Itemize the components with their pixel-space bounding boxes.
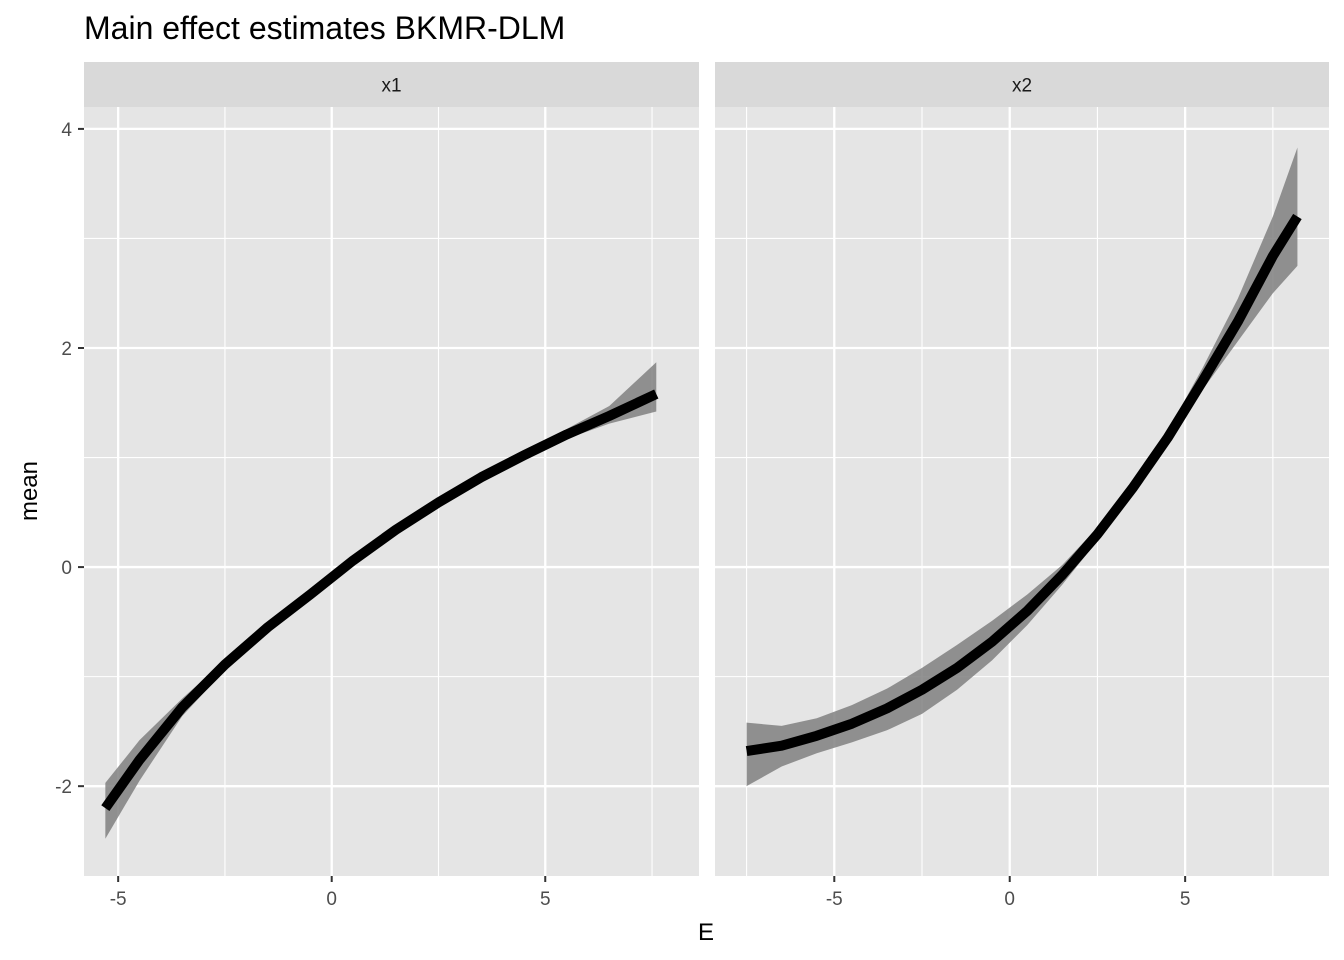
facet-panel-x1: x1 -5 0 5 [84,62,699,910]
credible-interval-ribbon [746,147,1298,787]
panel-background [715,107,1329,876]
x-axis-title: E [698,919,714,946]
x-tick-label: 0 [1004,889,1015,910]
x-tick-label: -5 [826,889,843,910]
facet-strip-label: x1 [381,76,401,97]
facet-strip-label: x2 [1012,76,1032,97]
y-tick-label: 4 [61,120,72,141]
x-tick-label: 5 [540,889,551,910]
facet-strip [84,62,699,107]
y-tick-label: 0 [61,558,72,579]
chart-title: Main effect estimates BKMR-DLM [84,10,565,46]
y-axis-title: mean [16,461,43,521]
x-tick-label: 5 [1180,889,1191,910]
facet-panel-x2: x2 -5 0 5 [715,62,1329,910]
facet-panels: x1 -5 0 5 x2 -5 0 5 -2 0 2 4 [55,62,1329,910]
panel-background [84,107,699,876]
x-tick-label: -5 [110,889,127,910]
mean-estimate-line [101,389,659,811]
mean-estimate-line [745,213,1302,757]
y-tick-label: -2 [55,777,72,798]
y-tick-label: 2 [61,339,72,360]
facet-strip [715,62,1329,107]
x-tick-label: 0 [326,889,337,910]
